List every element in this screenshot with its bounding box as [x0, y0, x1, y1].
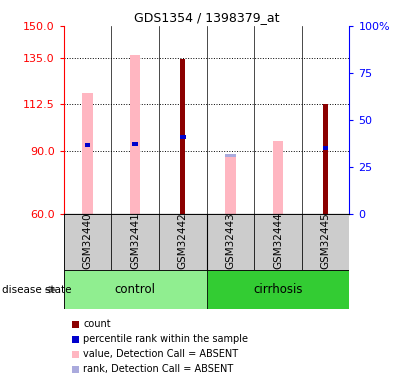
Bar [206, 270, 349, 309]
Bar [130, 56, 140, 214]
Text: count: count [83, 320, 111, 329]
Bar [159, 214, 206, 270]
Bar [85, 143, 90, 147]
Text: disease state: disease state [2, 285, 72, 295]
Bar [225, 154, 236, 214]
Text: control: control [115, 283, 156, 296]
Bar [323, 104, 328, 214]
Text: GSM32443: GSM32443 [225, 212, 236, 269]
Title: GDS1354 / 1398379_at: GDS1354 / 1398379_at [134, 11, 279, 24]
Bar [254, 214, 302, 270]
Bar [64, 214, 111, 270]
Bar [180, 135, 186, 138]
Text: percentile rank within the sample: percentile rank within the sample [83, 334, 248, 344]
Text: rank, Detection Call = ABSENT: rank, Detection Call = ABSENT [83, 364, 234, 374]
Text: GSM32441: GSM32441 [130, 212, 140, 269]
Bar [273, 141, 283, 214]
Text: GSM32444: GSM32444 [273, 212, 283, 269]
Bar [132, 142, 138, 146]
Bar [323, 146, 328, 150]
Text: GSM32442: GSM32442 [178, 212, 188, 269]
Text: cirrhosis: cirrhosis [253, 283, 302, 296]
Text: GSM32445: GSM32445 [321, 212, 330, 269]
Bar [111, 214, 159, 270]
Bar [206, 214, 254, 270]
Bar [180, 58, 185, 214]
Bar [64, 270, 206, 309]
Text: value, Detection Call = ABSENT: value, Detection Call = ABSENT [83, 350, 238, 359]
Text: GSM32440: GSM32440 [83, 212, 92, 269]
Bar [82, 93, 93, 214]
Bar [225, 153, 236, 157]
Bar [302, 214, 349, 270]
